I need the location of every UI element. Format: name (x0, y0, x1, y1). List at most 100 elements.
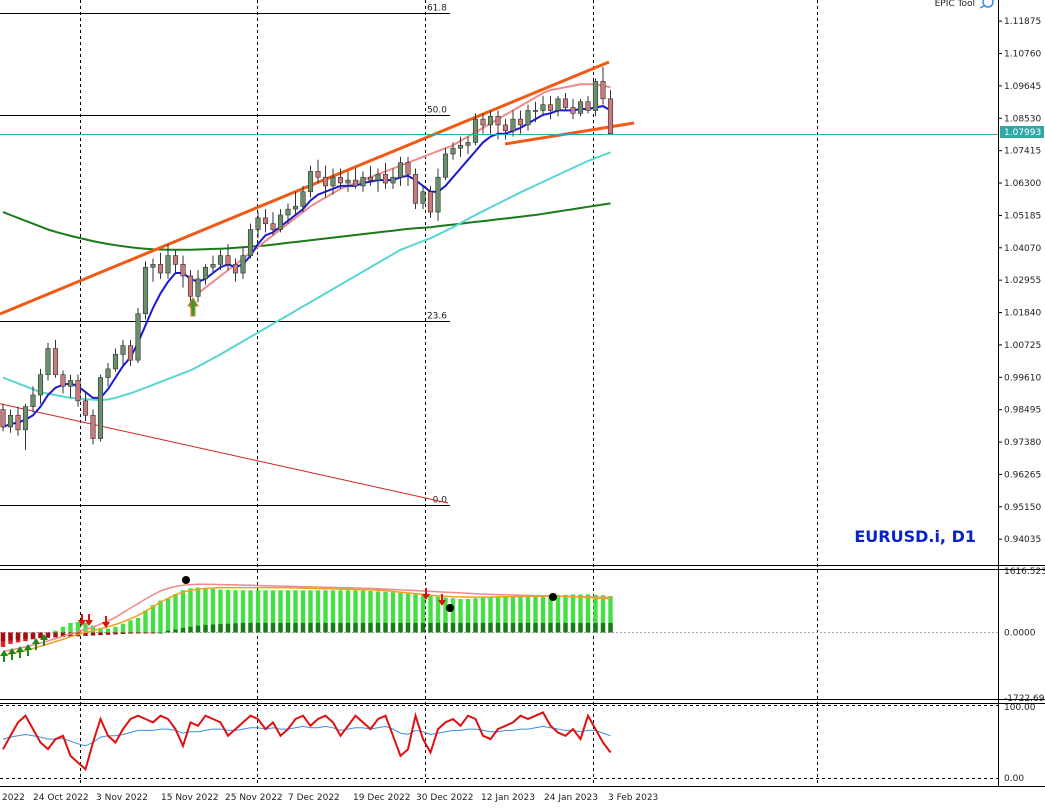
candle-body (210, 264, 216, 268)
hist-dark-bar (450, 622, 456, 633)
hist-dark-bar (383, 622, 388, 633)
candle-body (367, 176, 374, 181)
hist-bar (158, 600, 163, 633)
sell-arrow-icon (85, 614, 93, 626)
hist-bar (593, 594, 598, 633)
candle (360, 171, 366, 192)
hist-bar (473, 598, 478, 633)
hist-bar (465, 599, 471, 633)
candle-body (277, 214, 284, 230)
candle (517, 110, 524, 134)
price-axis: 1.11875 1.10760 1.09645 1.08530 1.07415 1.063… (998, 17, 1041, 545)
hist-bar (165, 598, 171, 633)
hist-dark-bar (360, 622, 366, 633)
hist-bar (143, 610, 148, 633)
hist-bar (555, 594, 561, 633)
hist-bar (68, 622, 73, 633)
epic-tool-icon (979, 0, 994, 9)
candle-body (585, 101, 591, 111)
candle (412, 168, 419, 210)
hist-bar (548, 594, 553, 633)
candle (112, 348, 119, 372)
y-tick-label: 1.06300 (1004, 179, 1041, 189)
hist-bar (308, 590, 313, 633)
candle-body (360, 176, 366, 187)
candle (202, 264, 209, 285)
histogram-panel: 1616.5234 0.0000 -1722.699 (0, 567, 1045, 704)
candle-body (90, 415, 96, 439)
hist-dark-bar (263, 622, 268, 633)
hist-dark-bar (240, 622, 246, 633)
candle-body (315, 171, 321, 178)
fib-label: 23.6 (427, 312, 447, 322)
candle-body (607, 98, 614, 134)
candle (577, 98, 584, 117)
candle-body (292, 205, 299, 210)
hist-bar (608, 595, 613, 633)
hist-dark-bar (368, 622, 373, 633)
candle-body (15, 415, 21, 431)
ma-pink-line (197, 83, 611, 295)
candle (120, 339, 126, 366)
hist-bar (420, 595, 426, 633)
y-tick-label: 1.07415 (1004, 147, 1041, 157)
candle (562, 93, 569, 111)
hist-dark-bar (38, 632, 43, 639)
hist-bar (353, 590, 358, 633)
candle (390, 168, 396, 189)
epic-tool-button[interactable]: EPIC Tool (935, 0, 994, 9)
hist-bar (533, 595, 538, 633)
candle (165, 244, 171, 279)
x-tick-label: 2022 (2, 793, 25, 803)
hist-dark-bar (300, 622, 306, 633)
candle (532, 101, 539, 123)
candle (30, 386, 36, 413)
candle-body (577, 101, 584, 114)
hist-bar (323, 590, 328, 633)
candle (502, 119, 509, 140)
candle (15, 406, 21, 436)
hist-dark-bar (353, 622, 358, 633)
candle-body (555, 98, 561, 111)
hist-bar (413, 594, 418, 633)
candle (247, 223, 254, 259)
candle (82, 392, 89, 422)
candle-body (397, 162, 404, 178)
hist-dark-bar (420, 622, 426, 633)
hist-dark-bar (218, 624, 223, 633)
candle (442, 148, 449, 181)
x-tick-label: 7 Dec 2022 (288, 793, 340, 803)
hist-dark-bar (135, 632, 141, 634)
candle-body (375, 174, 381, 181)
hist-dark-bar (405, 622, 411, 633)
hist-bar (53, 630, 58, 633)
hist-dark-bar (83, 632, 88, 636)
hist-bar (488, 597, 493, 633)
hist-dark-bar (113, 632, 118, 635)
hist-dark-bar (375, 622, 381, 633)
candle (525, 104, 531, 131)
candle-body (547, 104, 554, 111)
hist-dark-bar (510, 622, 516, 633)
fibonacci-levels: 61.8 50.0 23.6 0.0 (0, 4, 450, 506)
x-tick-label: 12 Jan 2023 (481, 793, 535, 803)
candle (52, 339, 59, 378)
candlesticks (0, 66, 614, 451)
hist-dark-bar (428, 622, 433, 633)
candle (255, 212, 261, 239)
candle-body (82, 400, 89, 416)
candle-body (502, 124, 509, 132)
hist-bar (345, 590, 351, 633)
hist-dark-bar (570, 622, 576, 633)
candle-body (105, 368, 111, 378)
hist-dark-bar (458, 622, 463, 633)
hist-bar (203, 588, 208, 633)
hist-bar (128, 620, 133, 633)
divergence-dot-icon (182, 576, 190, 584)
candle-body (247, 229, 254, 256)
candle-body (67, 380, 74, 387)
hist-bar (435, 596, 441, 633)
hist-signal-orange (2, 586, 611, 657)
hist-dark-bar (608, 622, 613, 633)
